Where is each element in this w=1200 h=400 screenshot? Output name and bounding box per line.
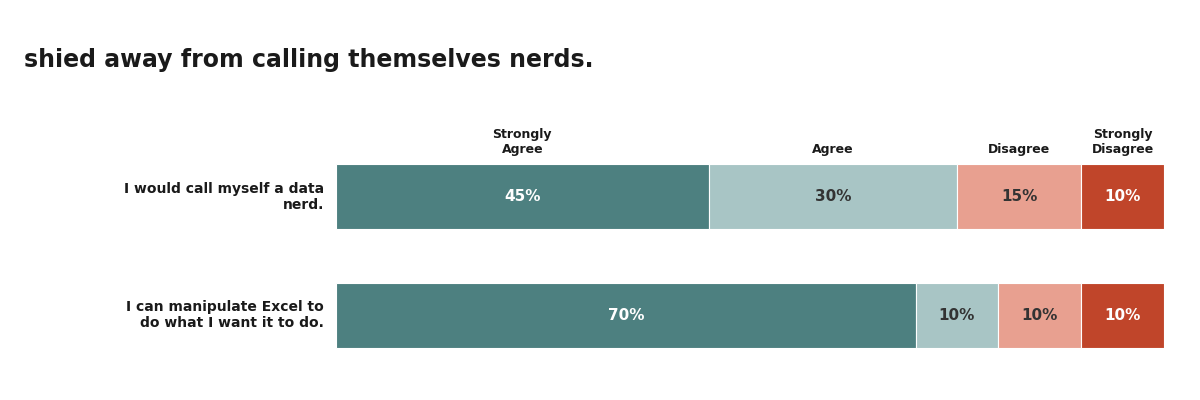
Text: shied away from calling themselves nerds.: shied away from calling themselves nerds… xyxy=(24,48,594,72)
Text: 10%: 10% xyxy=(1104,190,1141,204)
Text: 15%: 15% xyxy=(1001,190,1037,204)
Text: 30%: 30% xyxy=(815,190,851,204)
Text: 10%: 10% xyxy=(1021,308,1058,322)
Text: Agree: Agree xyxy=(812,143,853,156)
Text: Strongly
Agree: Strongly Agree xyxy=(492,128,552,156)
Bar xyxy=(916,282,998,348)
Text: 45%: 45% xyxy=(504,190,540,204)
Bar xyxy=(1081,282,1164,348)
Text: I can manipulate Excel to
do what I want it to do.: I can manipulate Excel to do what I want… xyxy=(126,300,324,330)
Bar xyxy=(708,164,958,230)
Text: I would call myself a data
nerd.: I would call myself a data nerd. xyxy=(124,182,324,212)
Text: 70%: 70% xyxy=(607,308,644,322)
Text: Strongly
Disagree: Strongly Disagree xyxy=(1092,128,1153,156)
Bar xyxy=(1081,164,1164,230)
Bar xyxy=(336,282,916,348)
Bar xyxy=(958,164,1081,230)
Bar xyxy=(336,164,708,230)
Bar xyxy=(998,282,1081,348)
Text: 10%: 10% xyxy=(938,308,976,322)
Text: Disagree: Disagree xyxy=(988,143,1050,156)
Text: 10%: 10% xyxy=(1104,308,1141,322)
